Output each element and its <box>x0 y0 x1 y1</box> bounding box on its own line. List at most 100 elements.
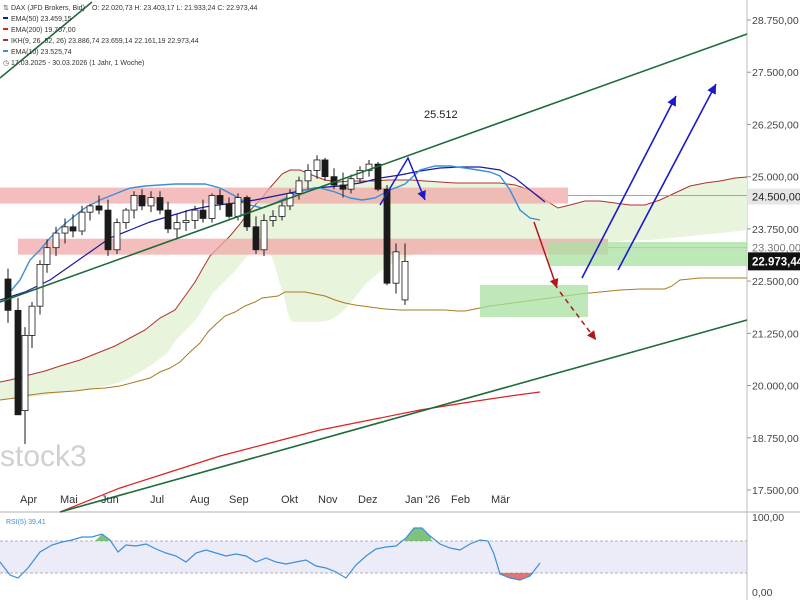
legend-instrument-icon: ⇅ <box>3 5 9 12</box>
candle-down <box>138 195 146 207</box>
candle-up <box>43 247 51 265</box>
candle-up <box>173 222 181 230</box>
rsi-line <box>0 527 541 581</box>
x-axis-label: Feb <box>451 494 470 506</box>
support-zone-lower <box>480 285 588 317</box>
price-tick-label: 17.500,00 <box>752 485 799 497</box>
candle-down <box>156 197 164 211</box>
legend-ichimoku: IKH(9, 26, 52, 26) 23.886,74 23.659,14 2… <box>11 38 199 45</box>
ema200-line <box>59 391 541 513</box>
candle-up <box>113 222 121 251</box>
candle-down <box>14 309 22 416</box>
ichimoku-cloud <box>0 170 747 400</box>
legend: ⇅ DAX (JFD Brokers, Bid) O: 22.020,73 H:… <box>3 5 258 67</box>
resistance-band-24500 <box>0 187 568 204</box>
candle-down <box>69 226 77 232</box>
candle-up <box>278 205 286 217</box>
top-left-trend-line <box>0 1 93 79</box>
x-axis-label: Okt <box>281 494 298 506</box>
price-tick-label: 20.000,00 <box>752 381 799 393</box>
x-axis-label: Jun <box>101 494 119 506</box>
red-down-arrow <box>533 221 559 289</box>
candle-down <box>104 209 112 251</box>
rsi-legend: RSI(5) 39,41 <box>6 519 46 526</box>
candle-down <box>199 209 207 219</box>
legend-swatch-ema10 <box>3 50 8 52</box>
candle-up <box>86 205 94 213</box>
candle-down <box>4 278 12 311</box>
x-axis-label: Dez <box>358 494 378 506</box>
legend-swatch-ichimoku <box>3 39 8 41</box>
legend-ema200: EMA(200) 19.707,00 <box>11 27 76 34</box>
price-tick-label: 27.500,00 <box>752 67 799 79</box>
x-axis-label: Aug <box>190 494 210 506</box>
price-tick-label: 22.500,00 <box>752 276 799 288</box>
candle-up <box>313 159 321 171</box>
red-dashed-arrow <box>559 291 597 341</box>
x-axis-label: Mär <box>491 494 510 506</box>
blue-up-arrow-1 <box>581 95 677 279</box>
candle-up <box>122 209 130 224</box>
x-axis-label: Sep <box>229 494 249 506</box>
lower-trend-line <box>59 319 748 513</box>
candle-down <box>95 205 103 211</box>
candle-up <box>191 209 199 221</box>
legend-ema10: EMA(10) 23.525,74 <box>11 49 72 56</box>
price-tick-label: 23.750,00 <box>752 224 799 236</box>
last-price-tag-bg <box>748 252 800 271</box>
candle-up <box>401 260 409 301</box>
rsi-oversold-fill <box>498 573 534 580</box>
candle-up <box>269 215 277 221</box>
price-tick-label: 18.750,00 <box>752 433 799 445</box>
x-axis-label: Jul <box>150 494 164 506</box>
candle-up <box>52 232 60 249</box>
peak-price-label: 25.512 <box>424 109 458 121</box>
legend-clock-icon: ◷ <box>3 60 9 67</box>
candle-up <box>347 178 355 190</box>
price-tick-label: 25.000,00 <box>752 172 799 184</box>
candle-up <box>392 251 400 284</box>
rsi-overbought-fill-small <box>95 534 110 541</box>
rsi-panel-band <box>0 541 747 573</box>
candle-down <box>321 159 329 178</box>
support-zone-upper <box>548 242 747 266</box>
legend-swatch-ema200 <box>3 28 8 30</box>
level-tag-24500: 24.500,00 <box>752 192 800 204</box>
legend-ema50: EMA(50) 23.459,15 <box>11 16 72 23</box>
candle-down <box>374 163 382 190</box>
candle-up <box>182 220 190 224</box>
candle-up <box>260 220 268 251</box>
candle-up <box>304 169 312 182</box>
ema50-line <box>0 166 546 301</box>
legend-instrument: DAX (JFD Brokers, Bid) <box>11 5 85 12</box>
price-tick-label: 26.250,00 <box>752 119 799 131</box>
x-axis-label: Apr <box>20 494 37 506</box>
candle-up <box>28 305 36 336</box>
candle-up <box>295 180 303 194</box>
candle-up <box>78 211 86 232</box>
blue-swing-arrow <box>379 156 426 206</box>
rsi-tick-bottom: 0,00 <box>752 587 773 599</box>
candle-down <box>252 226 260 251</box>
candle-up <box>286 192 294 207</box>
candle-down <box>339 184 347 190</box>
candle-up <box>130 195 138 211</box>
candle-up <box>208 195 216 219</box>
candle-down <box>383 188 391 284</box>
candle-up <box>61 226 69 234</box>
x-axis-label: Jan '26 <box>405 494 440 506</box>
senkou-span-a <box>0 169 748 383</box>
x-axis-label: Mai <box>60 494 78 506</box>
legend-date-range: 17.03.2025 - 30.03.2026 (1 Jahr, 1 Woche… <box>11 60 144 67</box>
level-tag-24500-bg <box>748 188 800 205</box>
blue-up-arrow-2 <box>617 83 717 271</box>
legend-ohlc: O: 22.020,73 H: 23.403,17 L: 21.933,24 C… <box>92 5 258 12</box>
candle-up <box>21 335 29 412</box>
upper-trend-line <box>0 33 748 303</box>
legend-swatch-ema50 <box>3 17 8 19</box>
watermark-logo: stock3 <box>0 440 87 473</box>
candle-up <box>234 197 242 217</box>
candle-up <box>147 197 155 207</box>
price-tick-label: 28.750,00 <box>752 15 799 27</box>
